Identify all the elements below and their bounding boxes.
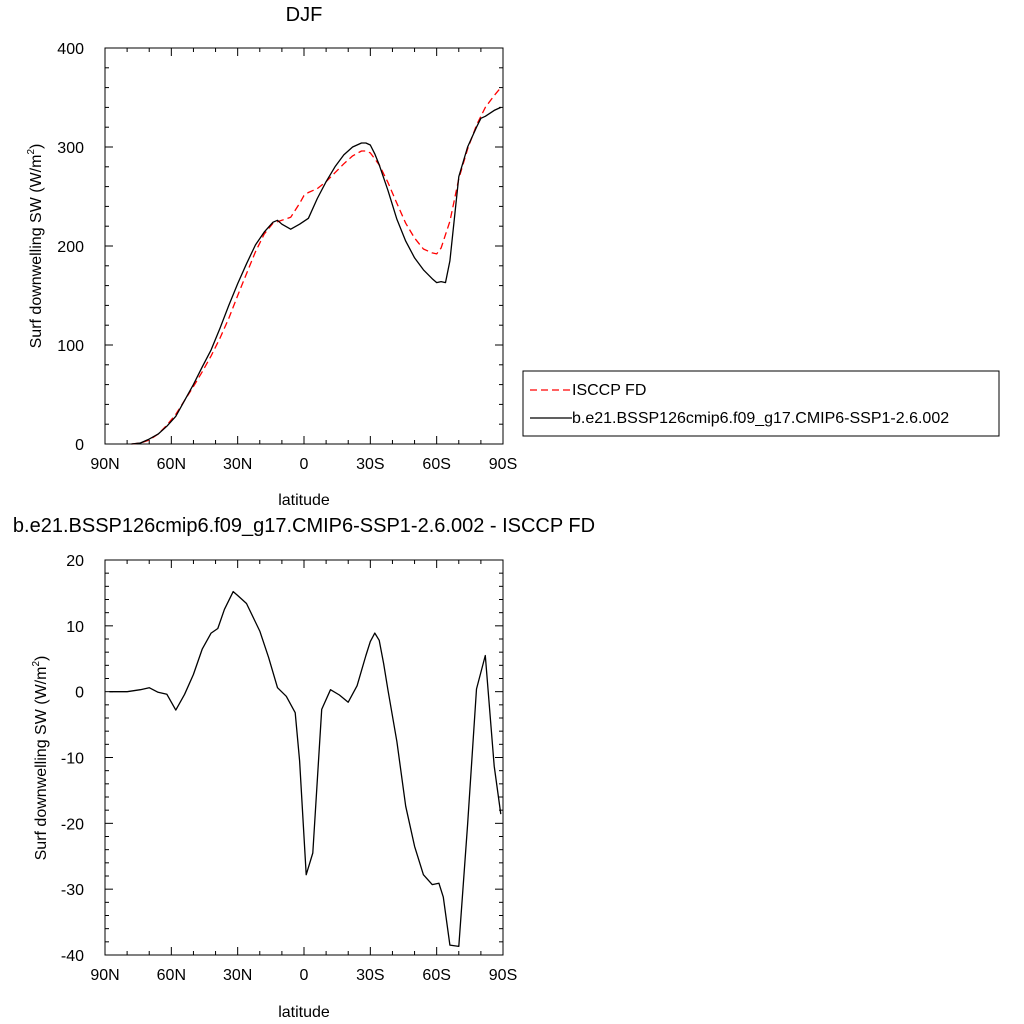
top-y-tick-label: 300 bbox=[57, 140, 84, 157]
top-y-axis-label: Surf downwelling SW (W/m2) bbox=[26, 144, 45, 349]
top-x-tick-labels: 90N 60N 30N 0 30S 60S 90S bbox=[90, 456, 517, 473]
bottom-y-tick-label: -20 bbox=[61, 816, 84, 833]
top-x-tick-label: 30N bbox=[223, 456, 252, 473]
bottom-y-tick-labels: -40 -30 -20 -10 0 10 20 bbox=[61, 553, 84, 965]
bottom-x-tick-label: 60N bbox=[157, 967, 186, 984]
bottom-axis-ticks bbox=[104, 559, 504, 956]
legend: ISCCP FD b.e21.BSSP126cmip6.f09_g17.CMIP… bbox=[522, 370, 1000, 437]
top-x-tick-label: 90S bbox=[489, 456, 517, 473]
bottom-y-tick-label: 0 bbox=[75, 685, 84, 702]
bottom-x-tick-label: 90N bbox=[90, 967, 119, 984]
bottom-y-tick-label: -40 bbox=[61, 948, 84, 965]
bottom-y-axis-label: Surf downwelling SW (W/m2) bbox=[31, 656, 50, 861]
top-series-line-1 bbox=[131, 106, 502, 445]
top-axis-ticks bbox=[104, 47, 504, 445]
top-plot-frame bbox=[104, 47, 504, 445]
top-chart-title: DJF bbox=[286, 4, 323, 26]
top-x-tick-label: 90N bbox=[90, 456, 119, 473]
bottom-series-line-0 bbox=[109, 590, 502, 948]
bottom-x-tick-label: 30S bbox=[356, 967, 384, 984]
top-x-tick-label: 0 bbox=[300, 456, 309, 473]
bottom-x-tick-label: 60S bbox=[422, 967, 450, 984]
top-y-tick-label: 200 bbox=[57, 239, 84, 256]
bottom-y-tick-label: 20 bbox=[66, 553, 84, 570]
top-series-group bbox=[131, 87, 502, 445]
bottom-x-tick-label: 30N bbox=[223, 967, 252, 984]
legend-label-model: b.e21.BSSP126cmip6.f09_g17.CMIP6-SSP1-2.… bbox=[572, 410, 949, 427]
top-x-tick-label: 30S bbox=[356, 456, 384, 473]
top-y-tick-labels: 0 100 200 300 400 bbox=[57, 41, 84, 454]
top-chart: DJF 90N 60N 30N 0 30S 60S 90S 0 100 200 300 400 la… bbox=[26, 4, 517, 509]
top-x-axis-label: latitude bbox=[278, 492, 330, 509]
bottom-y-tick-label: -30 bbox=[61, 882, 84, 899]
bottom-y-tick-label: -10 bbox=[61, 751, 84, 768]
bottom-x-tick-label: 90S bbox=[489, 967, 517, 984]
legend-label-isccp: ISCCP FD bbox=[572, 382, 646, 399]
bottom-x-tick-label: 0 bbox=[300, 967, 309, 984]
top-x-tick-label: 60N bbox=[157, 456, 186, 473]
top-y-tick-label: 100 bbox=[57, 338, 84, 355]
bottom-y-tick-label: 10 bbox=[66, 619, 84, 636]
bottom-chart: b.e21.BSSP126cmip6.f09_g17.CMIP6-SSP1-2.… bbox=[13, 515, 595, 1021]
legend-box bbox=[522, 370, 1000, 437]
top-series-line-0 bbox=[131, 87, 502, 445]
top-x-tick-label: 60S bbox=[422, 456, 450, 473]
bottom-chart-title: b.e21.BSSP126cmip6.f09_g17.CMIP6-SSP1-2.… bbox=[13, 515, 595, 537]
top-y-tick-label: 0 bbox=[75, 437, 84, 454]
bottom-x-axis-label: latitude bbox=[278, 1004, 330, 1021]
bottom-x-tick-labels: 90N 60N 30N 0 30S 60S 90S bbox=[90, 967, 517, 984]
bottom-series-group bbox=[109, 590, 502, 948]
top-y-tick-label: 400 bbox=[57, 41, 84, 58]
